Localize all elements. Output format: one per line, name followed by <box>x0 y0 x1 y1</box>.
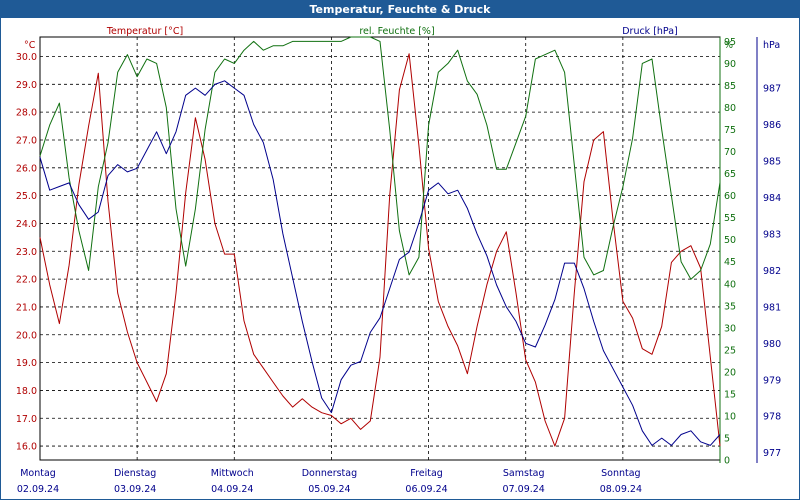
humidity-tick-label-10: 50 <box>724 235 736 246</box>
x-day-label-5: Samstag <box>503 468 545 479</box>
humidity-tick-label-18: 90 <box>724 59 736 70</box>
temp-tick-label-6: 22.0 <box>16 275 37 286</box>
humidity-unit-label: % <box>724 40 733 51</box>
series-lines <box>39 36 721 447</box>
humidity-tick-label-7: 35 <box>724 301 736 312</box>
x-day-label-4: Freitag <box>410 468 443 479</box>
temp-tick-label-2: 18.0 <box>16 386 37 397</box>
x-day-label-3: Donnerstag <box>302 468 357 479</box>
temp-tick-label-12: 28.0 <box>16 108 37 119</box>
x-date-label-3: 05.09.24 <box>308 484 350 495</box>
humidity-tick-label-3: 15 <box>724 389 736 400</box>
humidity-tick-label-8: 40 <box>724 279 736 290</box>
x-date-label-6: 08.09.24 <box>600 484 642 495</box>
temp-tick-label-14: 30.0 <box>16 52 37 63</box>
pressure-tick-label-0: 977 <box>763 448 781 459</box>
pressure-tick-label-6: 983 <box>763 229 781 240</box>
humidity-tick-label-2: 10 <box>724 411 736 422</box>
axis-labels: 16.0 17.0 18.0 19.0 20.0 21.0 22.0 23.0 24.0 25.0… <box>16 26 781 495</box>
x-date-label-4: 06.09.24 <box>405 484 447 495</box>
humidity-tick-label-6: 30 <box>724 323 736 334</box>
pressure-tick-label-5: 982 <box>763 266 781 277</box>
chart-title: Temperatur, Feuchte & Druck <box>1 1 799 18</box>
x-date-label-0: 02.09.24 <box>17 484 59 495</box>
temp-tick-label-10: 26.0 <box>16 163 37 174</box>
pressure-unit-label: hPa <box>763 40 780 51</box>
temp-tick-label-11: 27.0 <box>16 135 37 146</box>
x-day-label-6: Sonntag <box>601 468 640 479</box>
x-day-label-1: Dienstag <box>114 468 156 479</box>
humidity-tick-label-4: 20 <box>724 367 736 378</box>
temperature-line <box>39 53 721 447</box>
humidity-tick-label-0: 0 <box>724 456 730 467</box>
x-date-label-2: 04.09.24 <box>211 484 253 495</box>
pressure-line <box>39 80 721 446</box>
legend-label-0: Temperatur [°C] <box>106 26 183 37</box>
legend-label-2: Druck [hPa] <box>622 26 678 37</box>
humidity-tick-label-17: 85 <box>724 81 736 92</box>
pressure-tick-label-9: 986 <box>763 120 781 131</box>
x-day-label-0: Montag <box>20 468 56 479</box>
pressure-tick-label-3: 980 <box>763 339 781 350</box>
plot-border <box>39 36 758 463</box>
temp-tick-label-5: 21.0 <box>16 302 37 313</box>
humidity-tick-label-13: 65 <box>724 169 736 180</box>
legend-label-1: rel. Feuchte [%] <box>359 26 434 37</box>
humidity-tick-label-19: 95 <box>724 37 736 48</box>
pressure-tick-label-8: 985 <box>763 156 781 167</box>
humidity-line <box>39 36 721 280</box>
x-date-label-5: 07.09.24 <box>503 484 545 495</box>
temp-tick-label-7: 23.0 <box>16 247 37 258</box>
temp-tick-label-1: 17.0 <box>16 414 37 425</box>
temp-unit-label: °C <box>24 40 36 51</box>
pressure-tick-label-1: 978 <box>763 412 781 423</box>
humidity-tick-label-9: 45 <box>724 257 736 268</box>
humidity-tick-label-11: 55 <box>724 213 736 224</box>
humidity-tick-label-15: 75 <box>724 125 736 136</box>
grid <box>40 37 720 460</box>
x-date-label-1: 03.09.24 <box>114 484 156 495</box>
temp-tick-label-13: 29.0 <box>16 80 37 91</box>
humidity-tick-label-16: 80 <box>724 103 736 114</box>
humidity-tick-label-5: 25 <box>724 345 736 356</box>
pressure-tick-label-2: 979 <box>763 375 781 386</box>
pressure-tick-label-7: 984 <box>763 193 781 204</box>
plot-frame <box>39 36 721 461</box>
humidity-tick-label-14: 70 <box>724 147 736 158</box>
temp-tick-label-4: 20.0 <box>16 330 37 341</box>
temp-tick-label-8: 24.0 <box>16 219 37 230</box>
temp-tick-label-9: 25.0 <box>16 191 37 202</box>
humidity-tick-label-12: 60 <box>724 191 736 202</box>
temp-tick-label-3: 19.0 <box>16 358 37 369</box>
temp-tick-label-0: 16.0 <box>16 442 37 453</box>
humidity-tick-label-1: 5 <box>724 433 730 444</box>
x-day-label-2: Mittwoch <box>211 468 254 479</box>
pressure-tick-label-4: 981 <box>763 302 781 313</box>
pressure-tick-label-10: 987 <box>763 84 781 95</box>
